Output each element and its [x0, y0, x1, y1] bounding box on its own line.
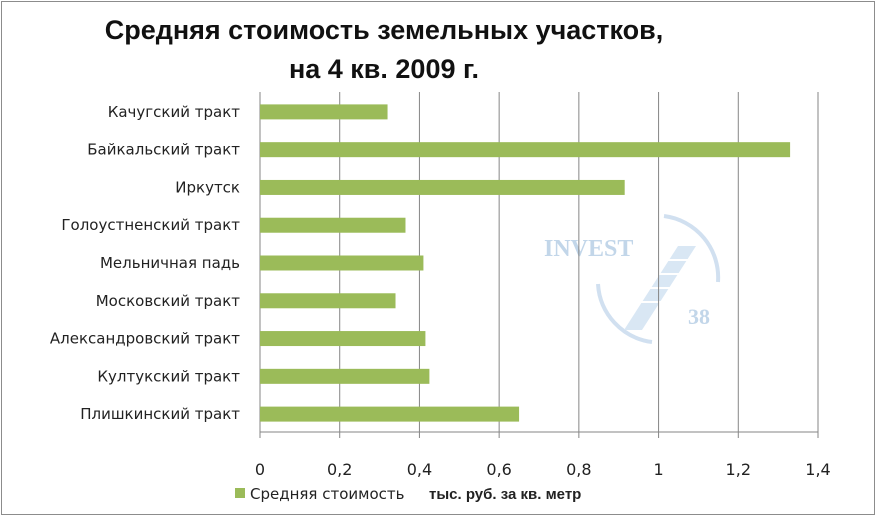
bar	[260, 142, 791, 158]
bar	[260, 406, 520, 422]
x-tick-label: 0	[255, 460, 265, 479]
chart-title-line-2: на 4 кв. 2009 г.	[289, 54, 479, 84]
chart-title-line-1: Средняя стоимость земельных участков,	[105, 15, 664, 45]
bar-series	[260, 104, 791, 422]
x-tick-label: 1,4	[805, 460, 830, 479]
category-label: Московский тракт	[96, 292, 241, 310]
x-tick-label: 0,8	[566, 460, 591, 479]
x-tick-label: 1,2	[726, 460, 751, 479]
unit-label: тыс. руб. за кв. метр	[429, 486, 581, 503]
category-label: Култукский тракт	[97, 367, 240, 385]
watermark-arc	[663, 214, 721, 283]
category-label: Голоустненский тракт	[61, 216, 240, 234]
category-labels: Качугский тракт Байкальский тракт Иркутск Г…	[50, 103, 240, 423]
bar	[260, 217, 406, 233]
bar	[260, 255, 424, 271]
category-label: Качугский тракт	[108, 103, 241, 121]
x-tick-label: 0,2	[327, 460, 352, 479]
legend-label: Средняя стоимость	[250, 485, 404, 503]
bar	[260, 293, 396, 309]
bar	[260, 368, 430, 384]
watermark-invest-text: INVEST	[544, 236, 633, 262]
category-label: Мельничная падь	[100, 254, 240, 272]
x-tick-labels: 0 0,2 0,4 0,6 0,8 1 1,2 1,4	[255, 460, 831, 479]
legend: Средняя стоимость тыс. руб. за кв. метр	[235, 485, 581, 503]
category-label: Байкальский тракт	[87, 141, 240, 159]
invest38-watermark: INVEST 38	[544, 214, 721, 344]
chart-title: Средняя стоимость земельных участков, на…	[105, 15, 664, 84]
x-tick-label: 1	[653, 460, 663, 479]
category-label: Плишкинский тракт	[80, 405, 240, 423]
watermark-arc-lower	[596, 283, 653, 344]
bar	[260, 331, 426, 347]
bar	[260, 104, 388, 120]
watermark-number-text: 38	[688, 304, 710, 329]
x-tick-label: 0,4	[407, 460, 432, 479]
category-label: Александровский тракт	[50, 330, 240, 348]
legend-swatch	[235, 488, 245, 498]
category-label: Иркутск	[175, 178, 240, 196]
bar	[260, 179, 625, 195]
x-tick-label: 0,6	[486, 460, 511, 479]
